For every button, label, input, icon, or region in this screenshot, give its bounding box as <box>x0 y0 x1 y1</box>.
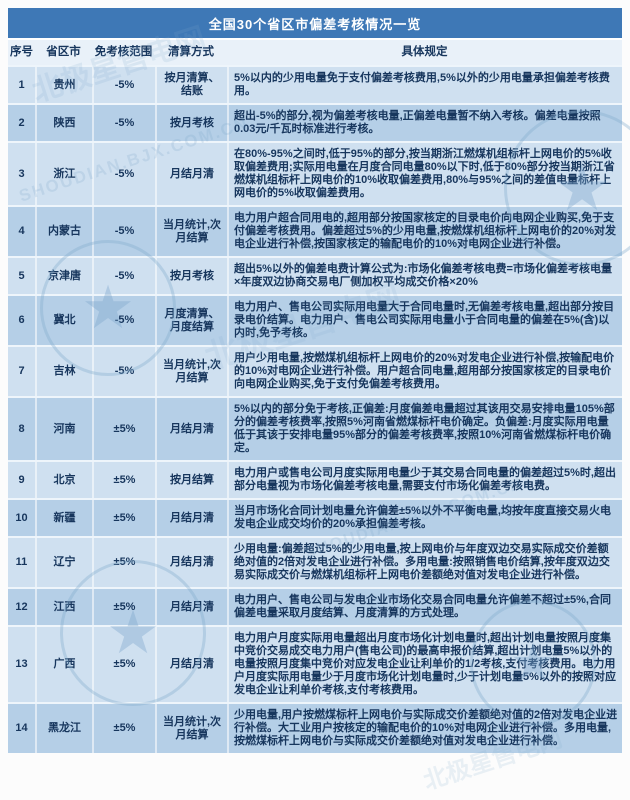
col-header-settlement-method: 清算方式 <box>155 40 227 65</box>
cell-method: 月结月清 <box>155 589 227 625</box>
cell-range: ±5% <box>92 627 155 702</box>
cell-province: 内蒙古 <box>35 207 92 256</box>
table-row-liaoning: 11 辽宁 ±5% 月结月清 少用电量:偏差超过5%的少用电量,按上网电价与年度… <box>8 536 622 587</box>
cell-method: 月结月清 <box>155 398 227 460</box>
table-row-xinjiang: 10 新疆 ±5% 月结月清 当月市场化合同计划电量允许偏差±5%以外不平衡电量… <box>8 498 622 536</box>
table-row-shaanxi: 2 陕西 -5% 按月考核 超出-5%的部分,视为偏差考核电量,正偏差电量暂不纳… <box>8 103 622 141</box>
cell-range: -5% <box>92 67 155 103</box>
table-row-henan: 8 河南 ±5% 月结月清 5%以内的部分免于考核,正偏差:月度偏差电量超过其该… <box>8 396 622 460</box>
cell-method: 按月结算 <box>155 462 227 498</box>
cell-rule: 电力用户、售电公司实际用电量大于合同电量时,无偏差考核电量,超出部分按目录电价结… <box>227 296 622 345</box>
cell-province: 浙江 <box>35 143 92 205</box>
cell-province: 广西 <box>35 627 92 702</box>
table-row-zhejiang: 3 浙江 -5% 月结月清 在80%-95%之间时,低于95%的部分,按当期浙江… <box>8 141 622 205</box>
cell-range: ±5% <box>92 589 155 625</box>
cell-range: -5% <box>92 207 155 256</box>
col-header-specific-rules: 具体规定 <box>227 40 622 65</box>
cell-province: 冀北 <box>35 296 92 345</box>
table-row-heilongjiang: 14 黑龙江 ±5% 当月统计,次月结算 少用电量,用户按燃煤标杆上网电价与实际… <box>8 702 622 753</box>
table-row-guangxi: 13 广西 ±5% 月结月清 电力用户月度实际用电量超出月度市场化计划电量时,超… <box>8 625 622 702</box>
cell-rule: 少用电量:偏差超过5%的少用电量,按上网电价与年度双边交易实际成交价差额绝对值的… <box>227 538 622 587</box>
cell-method: 按月清算、结账 <box>155 67 227 103</box>
table-row-jilin: 7 吉林 -5% 当月统计,次月结算 用户少用电量,按燃煤机组标杆上网电价的20… <box>8 345 622 396</box>
cell-method: 月结月清 <box>155 538 227 587</box>
cell-no: 13 <box>8 627 35 702</box>
cell-province: 京津唐 <box>35 258 92 294</box>
cell-method: 月结月清 <box>155 627 227 702</box>
cell-province: 江西 <box>35 589 92 625</box>
cell-range: ±5% <box>92 538 155 587</box>
cell-province: 辽宁 <box>35 538 92 587</box>
cell-no: 9 <box>8 462 35 498</box>
col-header-province: 省区市 <box>35 40 92 65</box>
cell-rule: 电力用户月度实际用电量超出月度市场化计划电量时,超出计划电量按照月度集中竞价交易… <box>227 627 622 702</box>
cell-range: ±5% <box>92 704 155 753</box>
cell-no: 6 <box>8 296 35 345</box>
cell-range: ±5% <box>92 462 155 498</box>
cell-range: -5% <box>92 296 155 345</box>
cell-rule: 5%以内的部分免于考核,正偏差:月度偏差电量超过其该用交易安排电量105%部分的… <box>227 398 622 460</box>
cell-no: 4 <box>8 207 35 256</box>
cell-province: 贵州 <box>35 67 92 103</box>
cell-method: 按月考核 <box>155 105 227 141</box>
table-row-beijing: 9 北京 ±5% 按月结算 电力用户或售电公司月度实际用电量少于其交易合同电量的… <box>8 460 622 498</box>
cell-range: -5% <box>92 105 155 141</box>
table-header-row: 序号 省区市 免考核范围 清算方式 具体规定 <box>8 38 622 65</box>
cell-no: 8 <box>8 398 35 460</box>
table-row-jiangxi: 12 江西 ±5% 月结月清 电力用户、售电公司与发电企业市场化交易合同电量允许… <box>8 587 622 625</box>
cell-province: 河南 <box>35 398 92 460</box>
table-row-guizhou: 1 贵州 -5% 按月清算、结账 5%以内的少用电量免于支付偏差考核费用,5%以… <box>8 65 622 103</box>
cell-rule: 5%以内的少用电量免于支付偏差考核费用,5%以外的少用电量承担偏差考核费用。 <box>227 67 622 103</box>
cell-method: 按月考核 <box>155 258 227 294</box>
table-row-jibei: 6 冀北 -5% 月度清算、月度结算 电力用户、售电公司实际用电量大于合同电量时… <box>8 294 622 345</box>
cell-no: 10 <box>8 500 35 536</box>
cell-no: 7 <box>8 347 35 396</box>
table-row-neimenggu: 4 内蒙古 -5% 当月统计,次月结算 电力用户超合同用电的,超用部分按国家核定… <box>8 205 622 256</box>
cell-range: -5% <box>92 347 155 396</box>
cell-no: 1 <box>8 67 35 103</box>
col-header-no: 序号 <box>8 40 35 65</box>
cell-rule: 电力用户超合同用电的,超用部分按国家核定的目录电价向电网企业购买,免于支付偏差考… <box>227 207 622 256</box>
cell-rule: 在80%-95%之间时,低于95%的部分,按当期浙江燃煤机组标杆上网电价的5%收… <box>227 143 622 205</box>
cell-method: 月结月清 <box>155 143 227 205</box>
cell-no: 2 <box>8 105 35 141</box>
cell-no: 3 <box>8 143 35 205</box>
cell-province: 北京 <box>35 462 92 498</box>
cell-rule: 超出5%以外的偏差电费计算公式为:市场化偏差考核电费=市场化偏差考核电量×年度双… <box>227 258 622 294</box>
cell-no: 12 <box>8 589 35 625</box>
cell-province: 陕西 <box>35 105 92 141</box>
cell-rule: 用户少用电量,按燃煤机组标杆上网电价的20%对发电企业进行补偿,按输配电价的10… <box>227 347 622 396</box>
cell-rule: 电力用户或售电公司月度实际用电量少于其交易合同电量的偏差超过5%时,超出部分电量… <box>227 462 622 498</box>
cell-range: ±5% <box>92 500 155 536</box>
cell-province: 黑龙江 <box>35 704 92 753</box>
cell-method: 月结月清 <box>155 500 227 536</box>
cell-province: 吉林 <box>35 347 92 396</box>
cell-rule: 电力用户、售电公司与发电企业市场化交易合同电量允许偏差不超过±5%,合同偏差电量… <box>227 589 622 625</box>
cell-no: 14 <box>8 704 35 753</box>
cell-rule: 少用电量,用户按燃煤标杆上网电价与实际成交价差额绝对值的2倍对发电企业进行补偿。… <box>227 704 622 753</box>
cell-method: 当月统计,次月结算 <box>155 347 227 396</box>
table-row-jingjintang: 5 京津唐 -5% 按月考核 超出5%以外的偏差电费计算公式为:市场化偏差考核电… <box>8 256 622 294</box>
cell-range: -5% <box>92 143 155 205</box>
cell-no: 11 <box>8 538 35 587</box>
cell-range: ±5% <box>92 398 155 460</box>
cell-method: 当月统计,次月结算 <box>155 704 227 753</box>
cell-rule: 当月市场化合同计划电量允许偏差±5%以外不平衡电量,均按年度直接交易火电发电企业… <box>227 500 622 536</box>
cell-no: 5 <box>8 258 35 294</box>
cell-rule: 超出-5%的部分,视为偏差考核电量,正偏差电量暂不纳入考核。偏差电量按照0.03… <box>227 105 622 141</box>
deviation-assessment-table: 全国30个省区市偏差考核情况一览 序号 省区市 免考核范围 清算方式 具体规定 … <box>8 8 622 753</box>
table-title: 全国30个省区市偏差考核情况一览 <box>8 8 622 38</box>
cell-range: -5% <box>92 258 155 294</box>
cell-province: 新疆 <box>35 500 92 536</box>
cell-method: 当月统计,次月结算 <box>155 207 227 256</box>
col-header-exempt-range: 免考核范围 <box>92 40 155 65</box>
cell-method: 月度清算、月度结算 <box>155 296 227 345</box>
